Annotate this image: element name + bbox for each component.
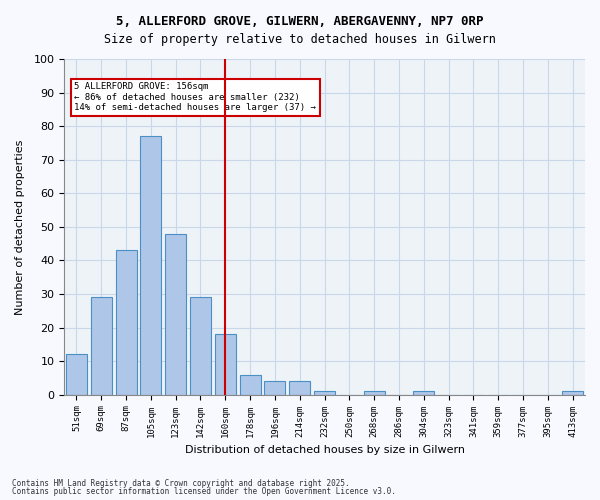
Bar	[165, 234, 186, 394]
Text: Contains public sector information licensed under the Open Government Licence v3: Contains public sector information licen…	[12, 487, 396, 496]
Bar	[562, 392, 583, 394]
Bar	[66, 354, 87, 395]
Text: Contains HM Land Registry data © Crown copyright and database right 2025.: Contains HM Land Registry data © Crown c…	[12, 478, 350, 488]
Bar	[140, 136, 161, 394]
Text: 5 ALLERFORD GROVE: 156sqm
← 86% of detached houses are smaller (232)
14% of semi: 5 ALLERFORD GROVE: 156sqm ← 86% of detac…	[74, 82, 316, 112]
Bar	[239, 374, 260, 394]
Text: 5, ALLERFORD GROVE, GILWERN, ABERGAVENNY, NP7 0RP: 5, ALLERFORD GROVE, GILWERN, ABERGAVENNY…	[116, 15, 484, 28]
Bar	[364, 392, 385, 394]
Bar	[413, 392, 434, 394]
Bar	[215, 334, 236, 394]
X-axis label: Distribution of detached houses by size in Gilwern: Distribution of detached houses by size …	[185, 445, 464, 455]
Bar	[314, 392, 335, 394]
Bar	[265, 382, 286, 394]
Text: Size of property relative to detached houses in Gilwern: Size of property relative to detached ho…	[104, 32, 496, 46]
Bar	[91, 298, 112, 394]
Y-axis label: Number of detached properties: Number of detached properties	[15, 139, 25, 314]
Bar	[116, 250, 137, 394]
Bar	[289, 382, 310, 394]
Bar	[190, 298, 211, 394]
